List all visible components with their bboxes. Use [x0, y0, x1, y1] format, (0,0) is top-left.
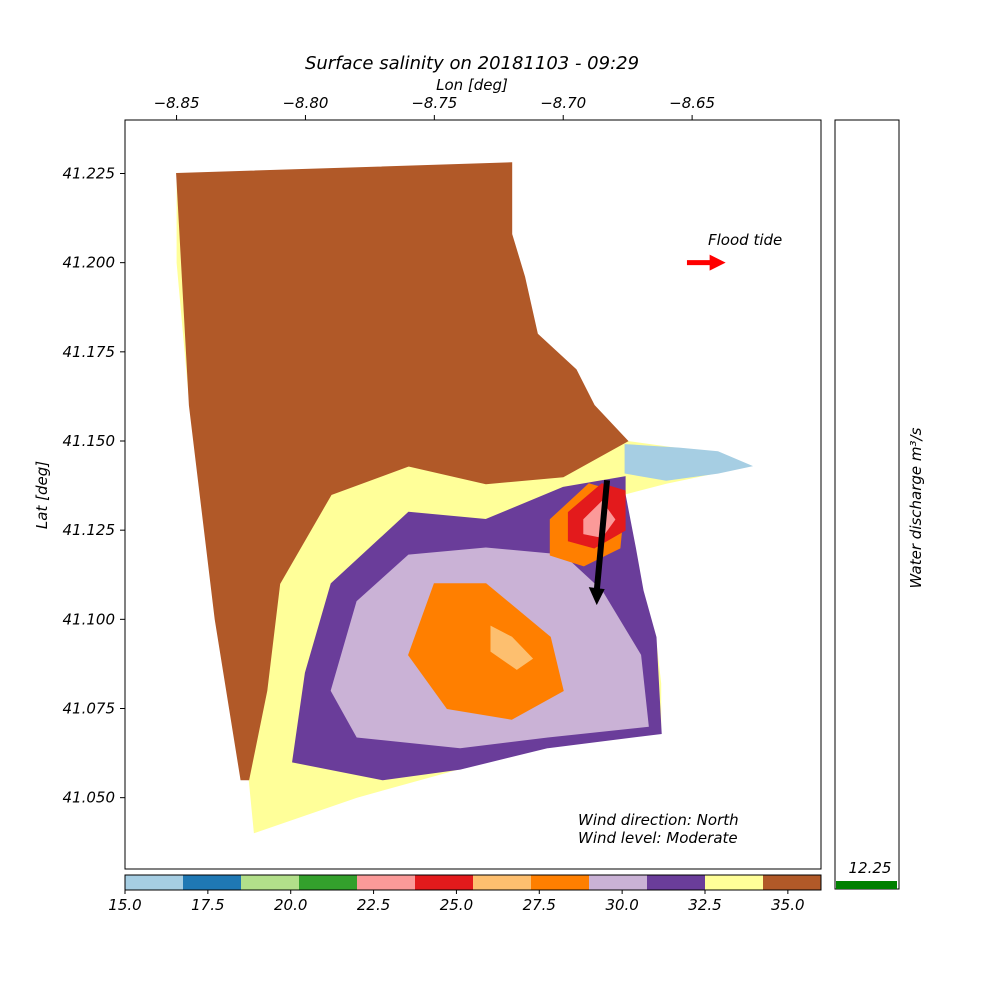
y-ticks: 41.050 41.075 41.100 41.125 41.150 41.175 41.2…	[63, 165, 125, 807]
y-tick-label: 41.225	[63, 165, 116, 183]
colorbar-segment	[415, 875, 474, 890]
x-tick-label: −8.75	[411, 94, 457, 112]
chart-title: Surface salinity on 20181103 - 09:29	[305, 53, 639, 74]
colorbar-segment	[589, 875, 648, 890]
colorbar-segment	[183, 875, 242, 890]
y-tick-label: 41.125	[63, 521, 116, 539]
colorbar-segment	[763, 875, 822, 890]
colorbar-segment	[241, 875, 300, 890]
x-ticks: −8.85 −8.80 −8.75 −8.70 −8.65	[154, 94, 715, 120]
salinity-zone-4	[490, 625, 534, 670]
colorbar-tick-label: 30.0	[605, 896, 638, 914]
colorbar-tick-label: 15.0	[108, 896, 141, 914]
y-tick-label: 41.100	[63, 610, 116, 628]
salinity-zone-0	[176, 162, 629, 781]
wind-direction-label: Wind direction: North	[578, 811, 739, 829]
colorbar-tick-label: 35.0	[771, 896, 804, 914]
x-axis-label: Lon [deg]	[436, 76, 508, 94]
y-tick-label: 41.075	[63, 700, 116, 718]
wind-arrow-shaft	[593, 479, 611, 592]
plot-frame	[124, 119, 822, 870]
y-tick-label: 41.150	[63, 432, 116, 450]
y-tick-label: 41.050	[63, 789, 116, 807]
colorbar-tick-label: 22.5	[357, 896, 390, 914]
colorbar-segment	[473, 875, 532, 890]
x-tick-label: −8.65	[669, 94, 715, 112]
salinity-zone-8	[624, 444, 754, 481]
x-tick-label: −8.80	[282, 94, 328, 112]
discharge-axis-label: Water discharge m³/s	[907, 427, 925, 588]
salinity-colorbar: 15.0 17.5 20.0 22.5 25.0 27.5 30.0 32.5 35.0	[108, 874, 822, 914]
colorbar-tick-label: 27.5	[523, 896, 556, 914]
colorbar-segment	[647, 875, 706, 890]
colorbar-tick-label: 17.5	[191, 896, 224, 914]
y-tick-label: 41.175	[63, 343, 116, 361]
x-tick-label: −8.85	[154, 94, 200, 112]
salinity-zone-3	[408, 583, 564, 720]
colorbar-segment	[299, 875, 358, 890]
wind-arrow-head	[588, 587, 605, 606]
colorbar-frame	[124, 874, 822, 891]
colorbar-segment	[705, 875, 764, 890]
colorbar-tick-label: 32.5	[688, 896, 721, 914]
wind-level-label: Wind level: Moderate	[578, 829, 738, 847]
y-axis-label: Lat [deg]	[33, 461, 51, 529]
colorbar-segment	[531, 875, 590, 890]
discharge-value: 12.25	[849, 859, 892, 877]
discharge-panel	[834, 119, 900, 890]
discharge-bar	[836, 881, 897, 889]
y-tick-label: 41.200	[63, 254, 116, 272]
flood-tide-label: Flood tide	[708, 231, 782, 249]
colorbar-tick-label: 25.0	[440, 896, 473, 914]
salinity-map	[176, 162, 754, 834]
flood-arrow-head	[709, 254, 726, 271]
colorbar-segment	[125, 875, 184, 890]
x-tick-label: −8.70	[540, 94, 586, 112]
colorbar-tick-label: 20.0	[274, 896, 307, 914]
colorbar-segment	[357, 875, 416, 890]
